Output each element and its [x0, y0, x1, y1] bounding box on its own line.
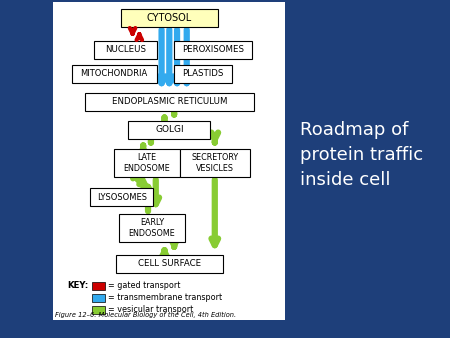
Bar	[92, 306, 105, 314]
Bar	[92, 294, 105, 302]
Text: LATE
ENDOSOME: LATE ENDOSOME	[124, 153, 171, 173]
Bar	[174, 65, 232, 83]
Text: EARLY
ENDOSOME: EARLY ENDOSOME	[129, 218, 175, 238]
Text: = gated transport: = gated transport	[108, 282, 181, 290]
Text: CELL SURFACE: CELL SURFACE	[138, 260, 201, 268]
Bar	[90, 188, 153, 206]
Text: ENDOPLASMIC RETICULUM: ENDOPLASMIC RETICULUM	[112, 97, 227, 106]
Bar	[92, 282, 105, 290]
Bar	[128, 121, 211, 139]
Bar	[53, 2, 285, 320]
Text: NUCLEUS: NUCLEUS	[105, 46, 146, 54]
Text: MITOCHONDRIA: MITOCHONDRIA	[81, 70, 148, 78]
Text: PLASTIDS: PLASTIDS	[183, 70, 224, 78]
Bar	[121, 9, 218, 27]
Bar	[119, 214, 185, 242]
Bar	[174, 41, 252, 59]
Text: = vesicular transport: = vesicular transport	[108, 306, 194, 314]
Text: Figure 12–6. Molecular Biology of the Cell, 4th Edition.: Figure 12–6. Molecular Biology of the Ce…	[55, 312, 236, 318]
Bar	[180, 149, 250, 177]
Text: KEY:: KEY:	[68, 282, 89, 290]
Bar	[116, 255, 222, 273]
Text: Roadmap of
protein traffic
inside cell: Roadmap of protein traffic inside cell	[300, 121, 423, 189]
Text: PEROXISOMES: PEROXISOMES	[182, 46, 244, 54]
Text: GOLGI: GOLGI	[155, 125, 184, 135]
Bar	[72, 65, 157, 83]
Bar	[94, 41, 157, 59]
Text: LYSOSOMES: LYSOSOMES	[97, 193, 147, 201]
Text: SECRETORY
VESICLES: SECRETORY VESICLES	[191, 153, 238, 173]
Bar	[85, 93, 254, 111]
Text: = transmembrane transport: = transmembrane transport	[108, 293, 222, 303]
Text: CYTOSOL: CYTOSOL	[147, 13, 192, 23]
Bar	[114, 149, 180, 177]
